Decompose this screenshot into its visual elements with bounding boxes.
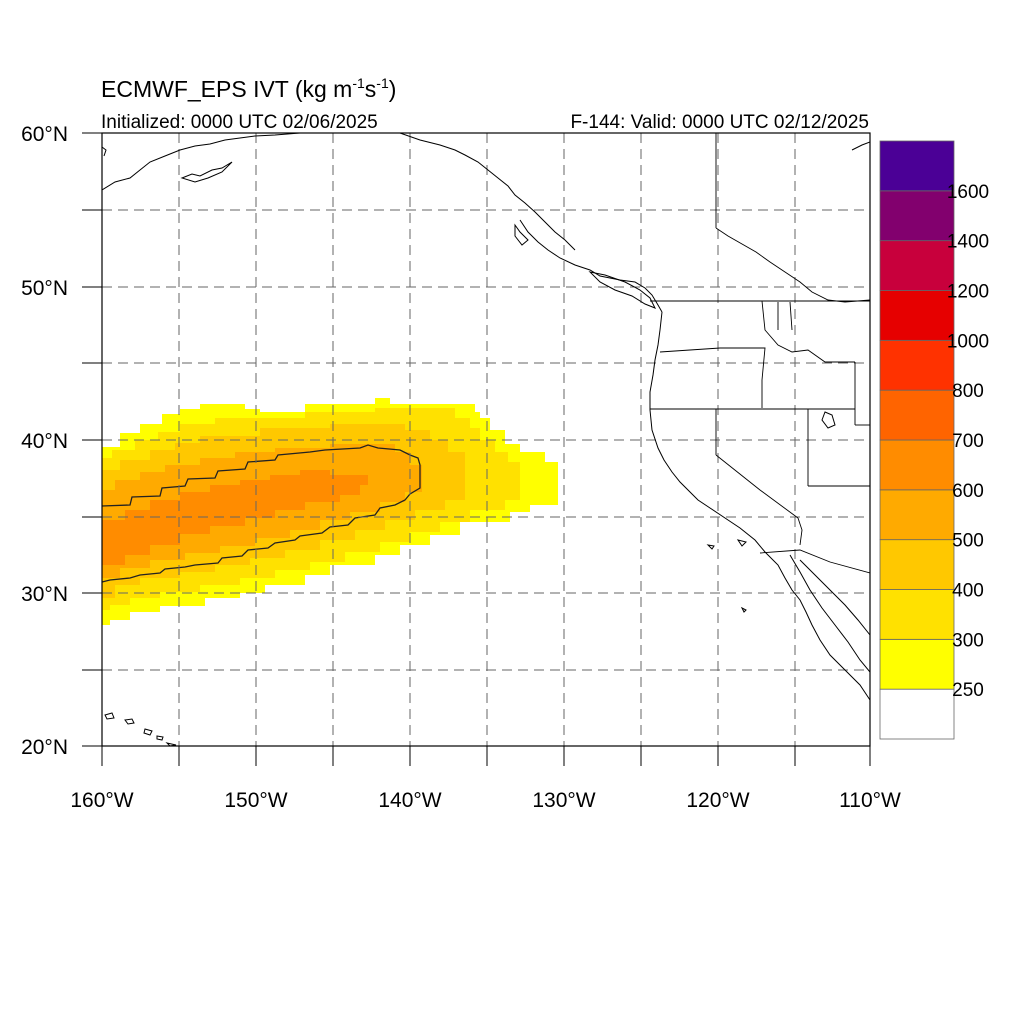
map-gridlines [102, 133, 870, 746]
lat-tick-label: 60°N [21, 123, 68, 146]
colorbar-swatch [879, 389, 955, 441]
colorbar-swatch [879, 240, 955, 291]
colorbar-label: 800 [952, 381, 984, 402]
colorbar-label: 600 [952, 481, 984, 502]
lat-tick-label: 30°N [21, 583, 68, 606]
ivt-shade-600 [102, 470, 368, 570]
lon-tick-label: 110°W [839, 789, 901, 812]
political-boundaries [650, 133, 870, 574]
colorbar-swatch [879, 539, 955, 590]
ivt-plume [102, 398, 558, 625]
colorbar-label: 300 [952, 630, 984, 651]
baja-coast [789, 554, 870, 673]
lon-tick-label: 140°W [378, 789, 441, 812]
alaska-coast [102, 133, 576, 251]
colorbar: 250 300 400 500 600 700 800 1000 1200 1400 1600 [879, 140, 989, 740]
ivt-600-contour [102, 444, 421, 583]
colorbar-swatch [879, 190, 955, 242]
lat-axis-labels: 60°N 50°N 40°N 30°N 20°N [21, 123, 68, 759]
colorbar-label: 250 [952, 680, 984, 701]
init-time-label: Initialized: 0000 UTC 02/06/2025 [101, 112, 378, 133]
colorbar-swatch [879, 290, 955, 341]
map-panel [102, 133, 870, 746]
coastlines [102, 133, 870, 746]
colorbar-swatch [879, 589, 955, 640]
lon-tick-label: 160°W [70, 789, 133, 812]
colorbar-label: 500 [952, 531, 984, 552]
axis-ticks [82, 132, 871, 766]
lon-tick-label: 130°W [532, 789, 595, 812]
lon-axis-labels: 160°W 150°W 140°W 130°W 120°W 110°W [70, 789, 901, 812]
lat-tick-label: 20°N [21, 736, 68, 759]
colorbar-swatch [879, 339, 955, 391]
colorbar-label: 700 [952, 431, 984, 452]
lat-tick-label: 40°N [21, 430, 68, 453]
us-west-coast [649, 311, 870, 701]
lat-tick-label: 50°N [21, 277, 68, 300]
valid-time-label: F-144: Valid: 0000 UTC 02/12/2025 [570, 112, 869, 133]
map-title: ECMWF_EPS IVT (kg m-1s-1) [101, 75, 396, 102]
lon-tick-label: 150°W [224, 789, 287, 812]
colorbar-label: 1400 [947, 232, 989, 253]
colorbar-swatch [879, 140, 955, 192]
colorbar-label: 1200 [947, 282, 989, 303]
lon-tick-label: 120°W [686, 789, 749, 812]
colorbar-swatch [879, 439, 955, 491]
colorbar-label: 400 [952, 581, 984, 602]
colorbar-swatch [879, 489, 955, 541]
colorbar-label: 1600 [947, 182, 989, 203]
colorbar-label: 1000 [947, 331, 989, 352]
colorbar-swatch [879, 688, 955, 740]
colorbar-swatch [879, 638, 955, 690]
